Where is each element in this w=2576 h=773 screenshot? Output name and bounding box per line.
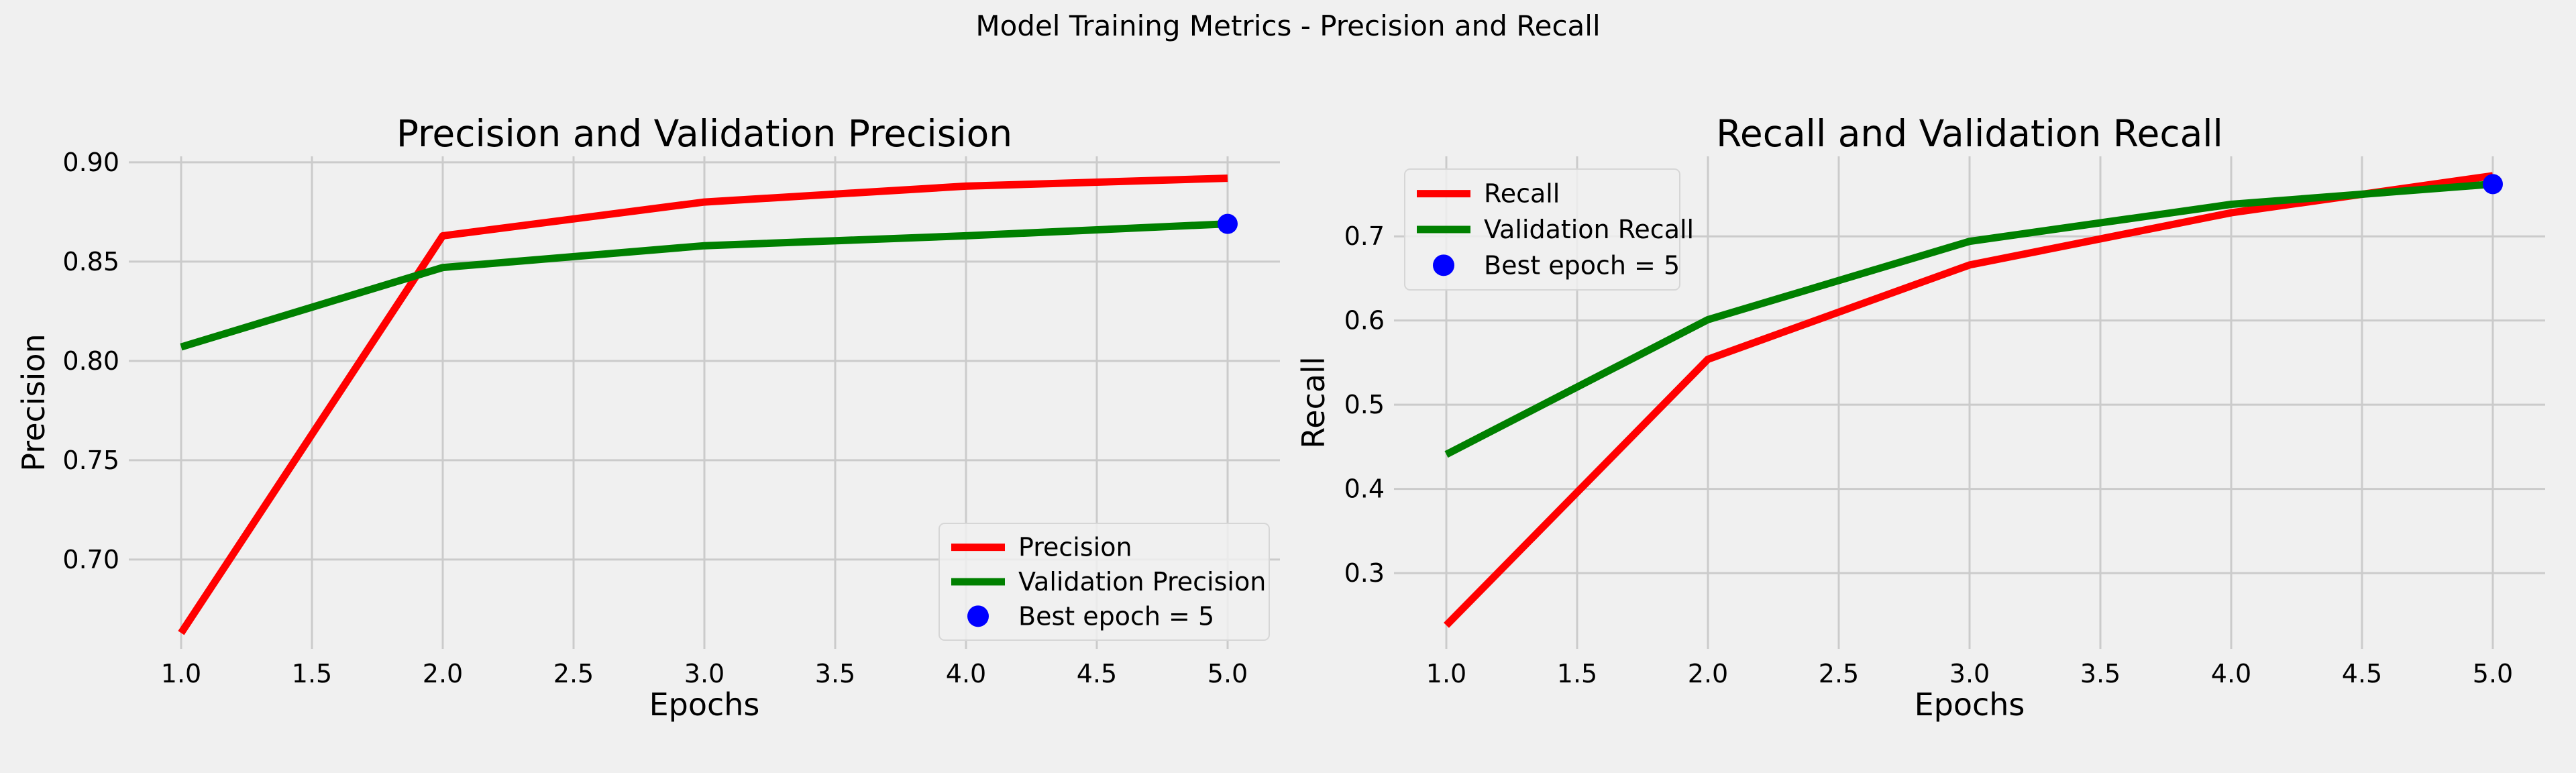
x-tick-label: 2.5 (1819, 659, 1859, 688)
y-tick-label: 0.7 (1344, 221, 1385, 251)
y-tick-label: 0.80 (62, 346, 119, 376)
best-epoch-marker (1218, 213, 1238, 234)
y-tick-label: 0.70 (62, 545, 119, 574)
x-tick-label: 3.0 (1949, 659, 1990, 688)
x-tick-label: 2.5 (553, 659, 594, 688)
chart-legend: Precision Validation Precision Best epoch … (938, 523, 1270, 641)
x-tick-label: 4.0 (946, 659, 986, 688)
series-line (1444, 180, 2493, 458)
recall-chart: 1.0 1.5 2.0 2.5 3.0 3.5 4.0 4.5 5.0 0.3 0.4 0.5 0.6 0… (1295, 112, 2545, 723)
legend-entry-label: Best epoch = 5 (1484, 250, 1680, 280)
y-tick-label: 0.4 (1344, 474, 1385, 504)
series-line (180, 220, 1228, 351)
x-tick-label: 1.0 (161, 659, 201, 688)
y-tick-label: 0.90 (62, 148, 119, 177)
x-tick-label: 1.0 (1426, 659, 1466, 688)
legend-entry-label: Best epoch = 5 (1018, 601, 1214, 631)
best-epoch-marker (2483, 174, 2503, 195)
legend-frame (938, 523, 1270, 641)
y-axis-label: Precision (15, 333, 52, 471)
legend-entry-label: Precision (1018, 533, 1132, 562)
x-axis-label: Epochs (649, 686, 760, 723)
x-tick-label: 4.5 (2342, 659, 2382, 688)
y-tick-label: 0.6 (1344, 306, 1385, 336)
y-tick-label: 0.85 (62, 247, 119, 276)
legend-frame (1404, 168, 1680, 291)
legend-marker-swatch (1433, 254, 1454, 276)
chart-title: Recall and Validation Recall (1716, 112, 2223, 155)
chart-title: Precision and Validation Precision (396, 112, 1012, 155)
x-tick-label: 3.5 (2080, 659, 2121, 688)
precision-chart: 1.0 1.5 2.0 2.5 3.0 3.5 4.0 4.5 5.0 0.70 0.75 0.80 0… (15, 112, 1280, 723)
x-tick-label: 5.0 (1208, 659, 1248, 688)
x-tick-label: 1.5 (292, 659, 332, 688)
x-tick-label: 4.5 (1077, 659, 1117, 688)
x-tick-label: 4.0 (2211, 659, 2251, 688)
y-tick-label: 0.3 (1344, 558, 1385, 588)
legend-marker-swatch (967, 605, 989, 627)
x-tick-label: 1.5 (1557, 659, 1597, 688)
legend-entry-label: Validation Precision (1018, 567, 1266, 597)
y-axis-label: Recall (1295, 356, 1332, 448)
legend-entry-label: Validation Recall (1484, 215, 1694, 244)
y-tick-label: 0.75 (62, 446, 119, 475)
x-tick-label: 5.0 (2473, 659, 2513, 688)
x-tick-label: 3.5 (815, 659, 855, 688)
x-tick-label: 2.0 (1688, 659, 1728, 688)
figure-suptitle: Model Training Metrics - Precision and R… (975, 9, 1600, 42)
series-line (178, 174, 1228, 635)
y-tick-label: 0.5 (1344, 390, 1385, 419)
x-axis-label: Epochs (1915, 686, 2025, 723)
chart-legend: Recall Validation Recall Best epoch = 5 (1404, 168, 1694, 291)
x-tick-label: 2.0 (423, 659, 463, 688)
legend-entry-label: Recall (1484, 179, 1560, 209)
x-tick-label: 3.0 (684, 659, 724, 688)
